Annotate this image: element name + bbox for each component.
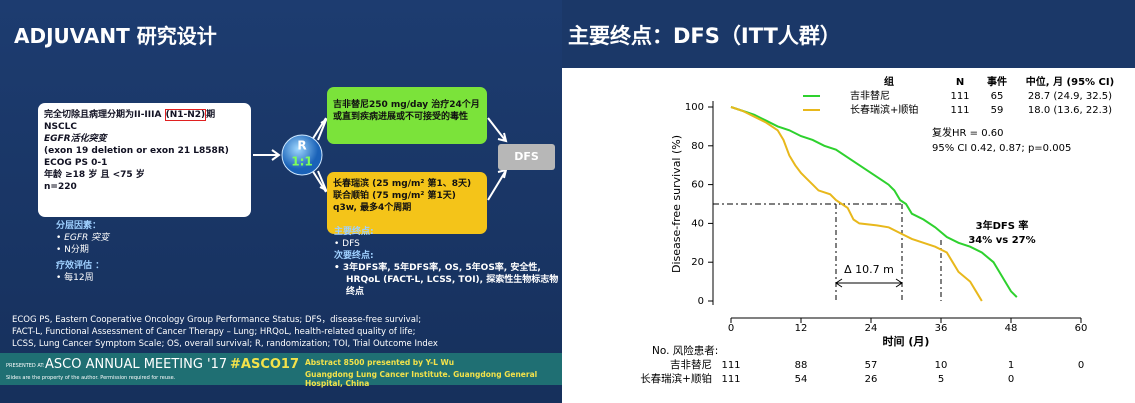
text: 期 NSCLC	[44, 110, 216, 132]
risk-value: 5	[938, 374, 944, 385]
risk-value: 10	[935, 360, 948, 371]
text: 年龄 ≥18 岁 且 <75 岁	[44, 170, 145, 180]
risk-value: 1	[1008, 360, 1014, 371]
risk-title: No. 风险患者:	[652, 344, 718, 357]
legend-events: 65	[991, 91, 1004, 102]
text: 次要终点:	[334, 251, 374, 261]
risk-value: 26	[865, 374, 878, 385]
legend-header: 组	[884, 75, 894, 88]
arm-box: 长春瑞滨 (25 mg/m² 第1、8天) 联合顺铂 (75 mg/m² 第1天…	[327, 172, 487, 234]
text: 完全切除且病理分期为II-IIIA	[44, 110, 165, 120]
outcome-box: DFS	[498, 144, 555, 170]
title: ADJUVANT 研究设计	[14, 24, 217, 48]
legend-median: 18.0 (13.6, 22.3)	[1028, 105, 1112, 116]
y-tick-label: 60	[691, 180, 704, 191]
annotation: 34% vs 27%	[968, 235, 1035, 246]
reference-lines	[713, 203, 942, 301]
text: 疗效评估 ：	[56, 261, 105, 271]
text: 1:1	[291, 155, 313, 169]
y-tick-label: 100	[685, 102, 704, 113]
text: LCSS, Lung Cancer Symptom Scale; OS, ove…	[12, 339, 438, 349]
x-axis-label: 时间 (月)	[883, 334, 930, 348]
stratification: 分层因素： • EGFR 突变 • N分期 疗效评估 ： • 每12周	[56, 221, 110, 283]
x-tick-label: 48	[1005, 323, 1018, 334]
text: EGFR活化突变	[44, 134, 107, 144]
eligibility-box: 完全切除且病理分期为II-IIIA (N1-N2)期 NSCLC EGFR活化突…	[38, 103, 251, 217]
text: #ASCO17	[230, 357, 299, 372]
chart-title: 主要终点：DFS（ITT人群）	[568, 24, 841, 48]
arrows: R 1:1	[253, 117, 508, 201]
footnote: ECOG PS, Eastern Cooperative Oncology Gr…	[12, 314, 438, 350]
annotation: 复发HR = 0.60	[932, 126, 1003, 139]
annotation: 3年DFS 率	[976, 219, 1029, 232]
text: 分层因素：	[56, 221, 102, 231]
legend-events: 59	[991, 105, 1004, 116]
legend-label: 长春瑞滨+顺铂	[850, 103, 918, 116]
chart: 主要终点：DFS（ITT人群） Disease-free survival (%…	[562, 0, 1135, 385]
text: PRESENTED AT:	[6, 363, 45, 369]
text: (exon 19 deletion or exon 21 L858R)	[44, 146, 229, 156]
x-tick-label: 60	[1075, 323, 1088, 334]
text: R	[297, 139, 306, 153]
y-tick-label: 80	[691, 141, 704, 152]
risk-value: 54	[795, 374, 808, 385]
survival-line	[730, 106, 1018, 298]
text: ASCO ANNUAL MEETING '17	[45, 357, 228, 372]
survival-line	[730, 106, 983, 302]
arm-box: 吉非替尼250 mg/day 治疗24个月或直到疾病进展或不可接受的毒性	[327, 87, 487, 144]
text: 每12周	[64, 273, 94, 283]
endpoints: 主要终点: • DFS 次要终点: • 3年DFS率, 5年DFS率, OS, …	[334, 227, 559, 297]
y-tick-label: 20	[691, 257, 704, 268]
legend-n: 111	[950, 91, 969, 102]
risk-value: 0	[1078, 360, 1084, 371]
y-tick-label: 0	[698, 296, 704, 307]
text: 主要终点:	[334, 227, 374, 237]
legend-header: N	[956, 77, 964, 88]
text: EGFR 突变	[64, 233, 110, 243]
legend-header: 事件	[987, 75, 1007, 88]
text: Abstract 8500 presented by Y-L Wu	[305, 358, 455, 367]
risk-value: 111	[721, 374, 740, 385]
text: Guangdong Lung Cancer Institute. Guangdo…	[305, 370, 538, 388]
text: ECOG PS 0-1	[44, 158, 108, 168]
legend-median: 28.7 (24.9, 32.5)	[1028, 91, 1112, 102]
banner: PRESENTED AT: ASCO ANNUAL MEETING '17 #A…	[0, 353, 562, 388]
text: DFS	[342, 239, 360, 249]
text: ECOG PS, Eastern Cooperative Oncology Gr…	[12, 315, 422, 325]
risk-value: 88	[795, 360, 808, 371]
legend-n: 111	[950, 105, 969, 116]
risk-value: 57	[865, 360, 878, 371]
legend-label: 吉非替尼	[850, 89, 890, 102]
text: N分期	[64, 245, 89, 255]
text: Slides are the property of the author. P…	[6, 375, 176, 381]
text: FACT-L, Functional Assessment of Cancer …	[12, 327, 416, 337]
risk-value: 111	[721, 360, 740, 371]
risk-row-name: 吉非替尼	[670, 358, 712, 371]
y-axis-label: Disease-free survival (%)	[670, 135, 683, 273]
title-band	[562, 0, 1135, 68]
risk-value: 0	[1008, 374, 1014, 385]
text: (N1-N2)	[164, 109, 207, 121]
legend-header: 中位, 月 (95% CI)	[1026, 75, 1114, 88]
x-tick-label: 0	[728, 323, 734, 334]
x-tick-label: 24	[865, 323, 878, 334]
text: 3年DFS率, 5年DFS率, OS, 5年OS率, 安全性, HRQoL (F…	[342, 263, 559, 297]
design-panel: ADJUVANT 研究设计 完全切除且病理分期为II-IIIA (N1-N2)期…	[0, 0, 562, 403]
x-tick-label: 36	[935, 323, 948, 334]
y-tick-label: 40	[691, 218, 704, 229]
annotation: 95% CI 0.42, 0.87; p=0.005	[932, 143, 1071, 154]
risk-row-name: 长春瑞滨+顺铂	[640, 372, 712, 385]
x-tick-label: 12	[795, 323, 808, 334]
annotation: Δ 10.7 m	[844, 263, 894, 276]
text: n=220	[44, 182, 77, 192]
